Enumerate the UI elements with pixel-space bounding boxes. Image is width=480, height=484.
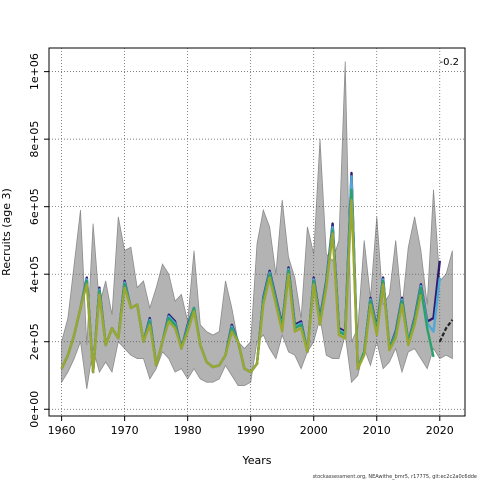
y-tick-label: 1e+06 (28, 53, 41, 90)
y-tick-label: 6e+05 (28, 188, 41, 225)
x-axis: 1960 1970 1980 1990 2000 2010 2020 (48, 416, 454, 437)
x-tick-label: 2010 (363, 424, 391, 437)
x-tick-label: 1960 (48, 424, 76, 437)
grid-lines (49, 48, 465, 416)
series-line-4 (60, 198, 423, 374)
x-axis-title: Years (241, 454, 271, 467)
y-tick-label: 0e+00 (28, 391, 41, 428)
x-tick-label: 2020 (426, 424, 454, 437)
y-tick-label: 2e+05 (28, 323, 41, 360)
x-tick-label: 1980 (174, 424, 202, 437)
y-tick-label: 8e+05 (28, 121, 41, 158)
forecast-line (438, 319, 454, 343)
y-axis-title: Recruits (age 3) (0, 188, 13, 276)
y-axis: 0e+00 2e+05 4e+05 6e+05 8e+05 1e+06 (28, 53, 49, 428)
series-lines (60, 171, 454, 374)
corner-label: -0.2 (439, 57, 459, 68)
y-tick-label: 4e+05 (28, 256, 41, 293)
footnote: stockassessment.org, NEAwithe_bmr5, r177… (313, 474, 477, 480)
plot-frame (48, 47, 466, 417)
x-tick-label: 2000 (300, 424, 328, 437)
x-tick-label: 1990 (237, 424, 265, 437)
x-tick-label: 1970 (111, 424, 139, 437)
